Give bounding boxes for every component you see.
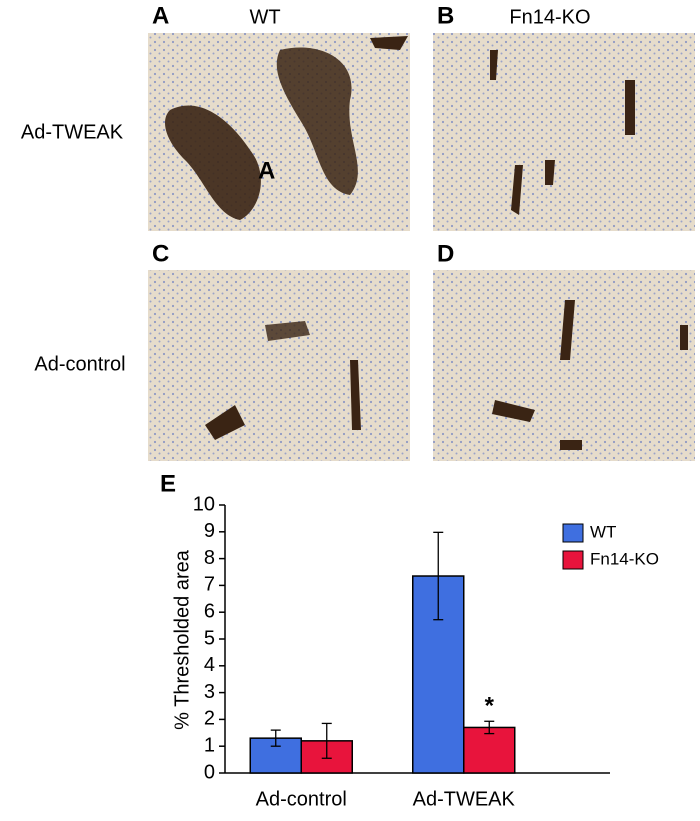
micrograph-b	[433, 33, 695, 231]
error-bar	[484, 720, 495, 735]
y-axis-label: % Thresholded area	[171, 549, 193, 730]
micrograph-c	[148, 270, 410, 461]
y-tick-label: 6	[204, 600, 215, 622]
panel-letter: C	[152, 240, 169, 267]
inset-label: A	[258, 157, 275, 184]
bar	[463, 726, 516, 774]
column-label: Fn14-KO	[509, 6, 590, 28]
error-bar	[321, 722, 332, 759]
y-tick-label: 3	[204, 681, 215, 703]
legend-label: Fn14-KO	[590, 549, 659, 568]
panel-letter: E	[160, 470, 176, 497]
y-tick-label: 5	[204, 627, 215, 649]
row-label: Ad-TWEAK	[21, 121, 124, 143]
x-tick-label: Ad-control	[256, 788, 347, 810]
y-tick-label: 7	[204, 574, 215, 596]
y-tick-label: 10	[193, 493, 215, 515]
column-label: WT	[249, 6, 280, 28]
significance-mark: *	[485, 693, 495, 720]
y-tick-label: 0	[204, 761, 215, 783]
panel-letter: B	[437, 2, 454, 29]
row-label: Ad-control	[34, 353, 125, 375]
micrograph-a	[148, 33, 410, 231]
y-tick-label: 8	[204, 547, 215, 569]
panel-letter: D	[437, 240, 454, 267]
error-bar	[270, 729, 281, 747]
micrograph-d	[433, 270, 695, 461]
y-tick-label: 2	[204, 708, 215, 730]
y-tick-label: 1	[204, 734, 215, 756]
legend-swatch	[562, 550, 584, 570]
error-bar	[433, 531, 444, 621]
y-tick-label: 4	[204, 654, 215, 676]
bar	[249, 737, 302, 774]
legend-label: WT	[590, 522, 616, 541]
panel-letter: A	[152, 2, 169, 29]
y-tick-label: 9	[204, 520, 215, 542]
x-tick-label: Ad-TWEAK	[413, 788, 516, 810]
legend-swatch	[562, 523, 584, 543]
